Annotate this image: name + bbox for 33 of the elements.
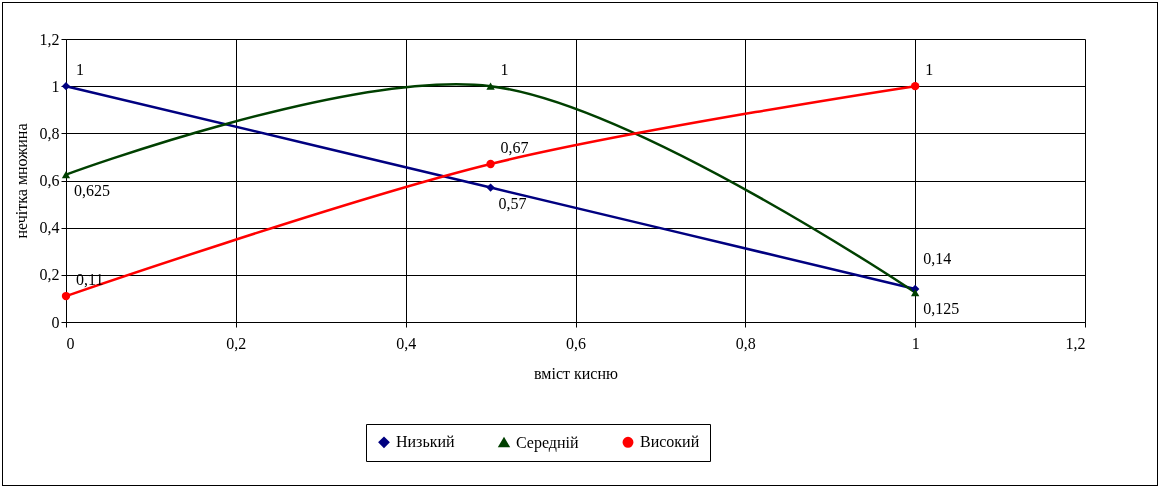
data-label: 1 — [500, 61, 509, 79]
x-tick-label: 0 — [66, 334, 75, 352]
data-label: 1 — [76, 61, 84, 79]
data-label: 0,14 — [923, 249, 952, 267]
x-tick-label: 0,8 — [735, 334, 756, 352]
legend-label: Середній — [516, 433, 580, 452]
data-label: 0,125 — [923, 299, 960, 317]
data-label: 0,625 — [74, 181, 110, 199]
data-label: 0,67 — [500, 138, 529, 156]
x-tick-label: 0,4 — [396, 334, 417, 352]
x-tick-label: 1,2 — [1065, 334, 1086, 352]
legend-label: Низький — [396, 433, 456, 451]
point — [61, 291, 71, 301]
y-tick-label: 0,6 — [39, 172, 60, 189]
y-tick-label: 1 — [51, 77, 60, 95]
point — [910, 81, 920, 91]
y-tick-label: 1,2 — [39, 30, 60, 48]
data-label: 1 — [925, 61, 934, 79]
x-tick-label: 0,2 — [226, 334, 247, 352]
point — [486, 159, 495, 169]
x-axis-title: вміст кисню — [534, 364, 618, 382]
y-tick-label: 0,2 — [39, 266, 60, 284]
data-label: 0,57 — [498, 194, 527, 212]
y-tick-label: 0,8 — [39, 124, 60, 142]
y-tick-label: 0,4 — [39, 219, 60, 237]
x-tick-label: 0,6 — [566, 334, 586, 352]
legend-label: Високий — [640, 433, 700, 451]
point — [910, 288, 920, 297]
y-tick-label: 0 — [51, 313, 60, 331]
x-tick-label: 1 — [911, 334, 920, 352]
y-axis-title: нечітка множина — [12, 123, 30, 239]
point — [486, 82, 495, 90]
point — [486, 183, 495, 192]
